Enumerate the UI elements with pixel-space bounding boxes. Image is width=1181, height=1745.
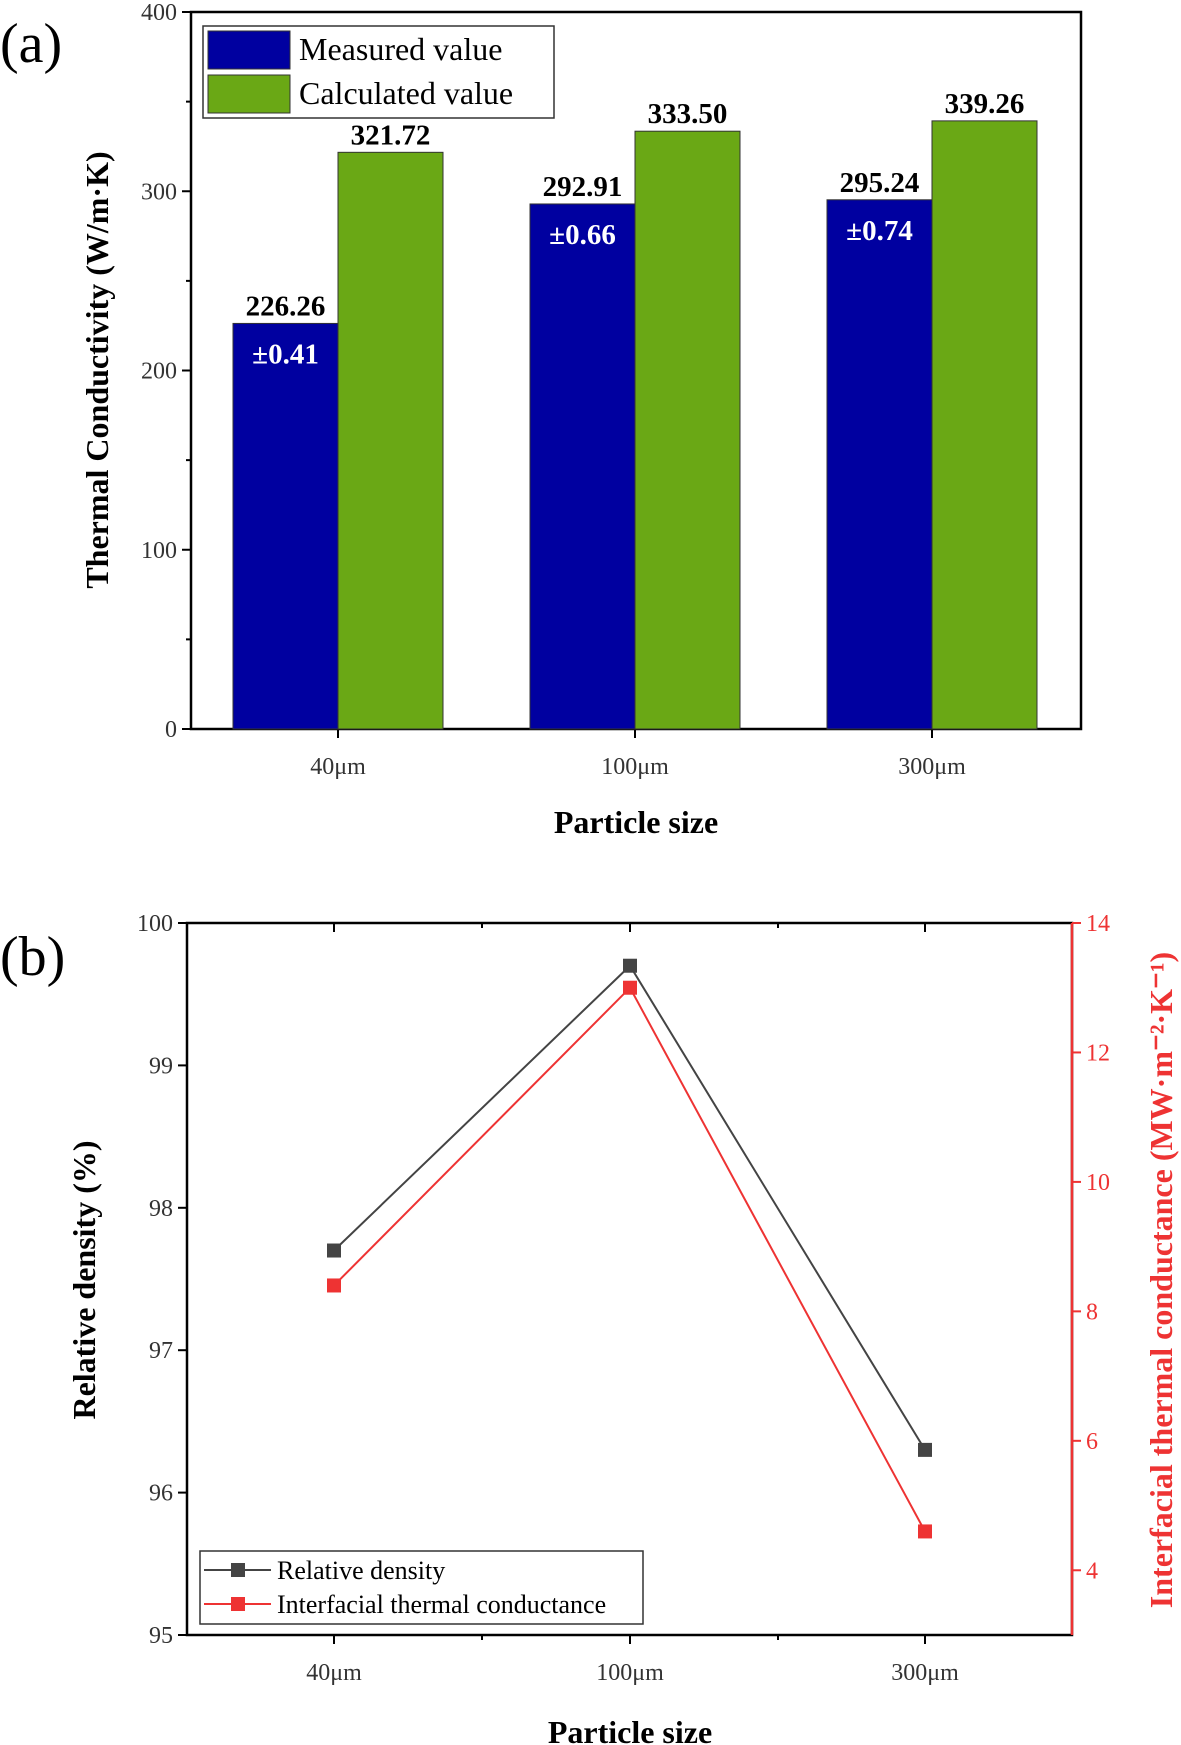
- legend-marker: [231, 1563, 245, 1577]
- bar-measured: [826, 199, 933, 730]
- x-axis-title-a: Particle size: [554, 804, 718, 840]
- legend-b: [199, 1550, 644, 1625]
- y-tick-label: 97: [149, 1338, 173, 1364]
- y-tick-label: 0: [165, 717, 177, 743]
- series-point: [623, 958, 637, 973]
- series-point: [327, 1243, 341, 1258]
- bar-value-label: 292.91: [543, 171, 623, 203]
- x-tick-label: 300μm: [898, 754, 966, 780]
- series-point: [327, 1278, 341, 1293]
- legend-marker: [231, 1597, 245, 1611]
- series-line: [333, 964, 926, 1451]
- y-tick-label: 95: [149, 1623, 173, 1649]
- y-axis-title-a: Thermal Conductivity (W/m·K): [79, 151, 115, 588]
- y-tick-label: 96: [149, 1481, 173, 1507]
- bar-value-label: 339.26: [945, 88, 1025, 120]
- panel-label-a: (a): [0, 13, 62, 75]
- y-tick-label: 200: [141, 359, 177, 385]
- panel-label-b: (b): [0, 926, 65, 988]
- bar-error-label: ±0.74: [846, 215, 913, 247]
- series-point: [918, 1442, 932, 1457]
- series-point: [623, 980, 637, 995]
- legend-label: Calculated value: [299, 75, 513, 111]
- legend-label: Relative density: [277, 1556, 445, 1585]
- bar-value-label: 295.24: [840, 167, 920, 199]
- series-line: [333, 986, 926, 1532]
- x-tick-label: 100μm: [601, 754, 669, 780]
- y-tick-label: 100: [141, 538, 177, 564]
- panel-b: (b) 95 96 97 98 99 100 4 6 8 10 12 14 40μm 100μm 300μm…: [0, 911, 1179, 1745]
- y2-tick-label: 10: [1086, 1170, 1110, 1196]
- bar-calculated: [337, 151, 444, 730]
- bar-error-label: ±0.66: [549, 219, 616, 251]
- series-point: [918, 1524, 932, 1539]
- x-tick-label: 300μm: [891, 1660, 959, 1686]
- y2-tick-label: 14: [1086, 911, 1110, 937]
- y2-tick-label: 6: [1086, 1429, 1098, 1455]
- legend-swatch: [207, 74, 291, 114]
- bar-value-label: 333.50: [648, 98, 728, 130]
- legend-label: Interfacial thermal conductance: [277, 1590, 606, 1619]
- y2-tick-label: 8: [1086, 1299, 1098, 1325]
- legend-swatch: [207, 30, 291, 70]
- y-tick-label: 98: [149, 1196, 173, 1222]
- y-axis-title-b: Relative density (%): [66, 1140, 102, 1419]
- plot-frame-b: [185, 921, 1074, 1637]
- x-tick-label: 40μm: [306, 1660, 362, 1686]
- bar-error-label: ±0.41: [252, 338, 319, 370]
- y-tick-label: 300: [141, 179, 177, 205]
- bar-value-label: 226.26: [246, 290, 326, 322]
- y-tick-label: 400: [141, 0, 177, 26]
- bar-value-label: 321.72: [351, 119, 431, 151]
- bar-measured: [529, 203, 636, 730]
- y2-tick-label: 4: [1086, 1558, 1098, 1584]
- bar-calculated: [634, 130, 741, 730]
- bar-calculated: [931, 120, 1038, 730]
- legend-label: Measured value: [299, 31, 502, 67]
- y2-axis-title-b: Interfacial thermal conductance (MW·m⁻²·…: [1143, 952, 1179, 1608]
- y2-tick-label: 12: [1086, 1040, 1110, 1066]
- y-tick-label: 100: [137, 911, 173, 937]
- panel-a: (a) 0 100 200 300 400 40μm 226.26 ±0.41 321.72 10…: [0, 0, 1083, 840]
- x-tick-label: 100μm: [596, 1660, 664, 1686]
- bar-measured: [232, 322, 339, 730]
- x-tick-label: 40μm: [310, 754, 366, 780]
- y-tick-label: 99: [149, 1053, 173, 1079]
- x-axis-title-b: Particle size: [548, 1714, 712, 1745]
